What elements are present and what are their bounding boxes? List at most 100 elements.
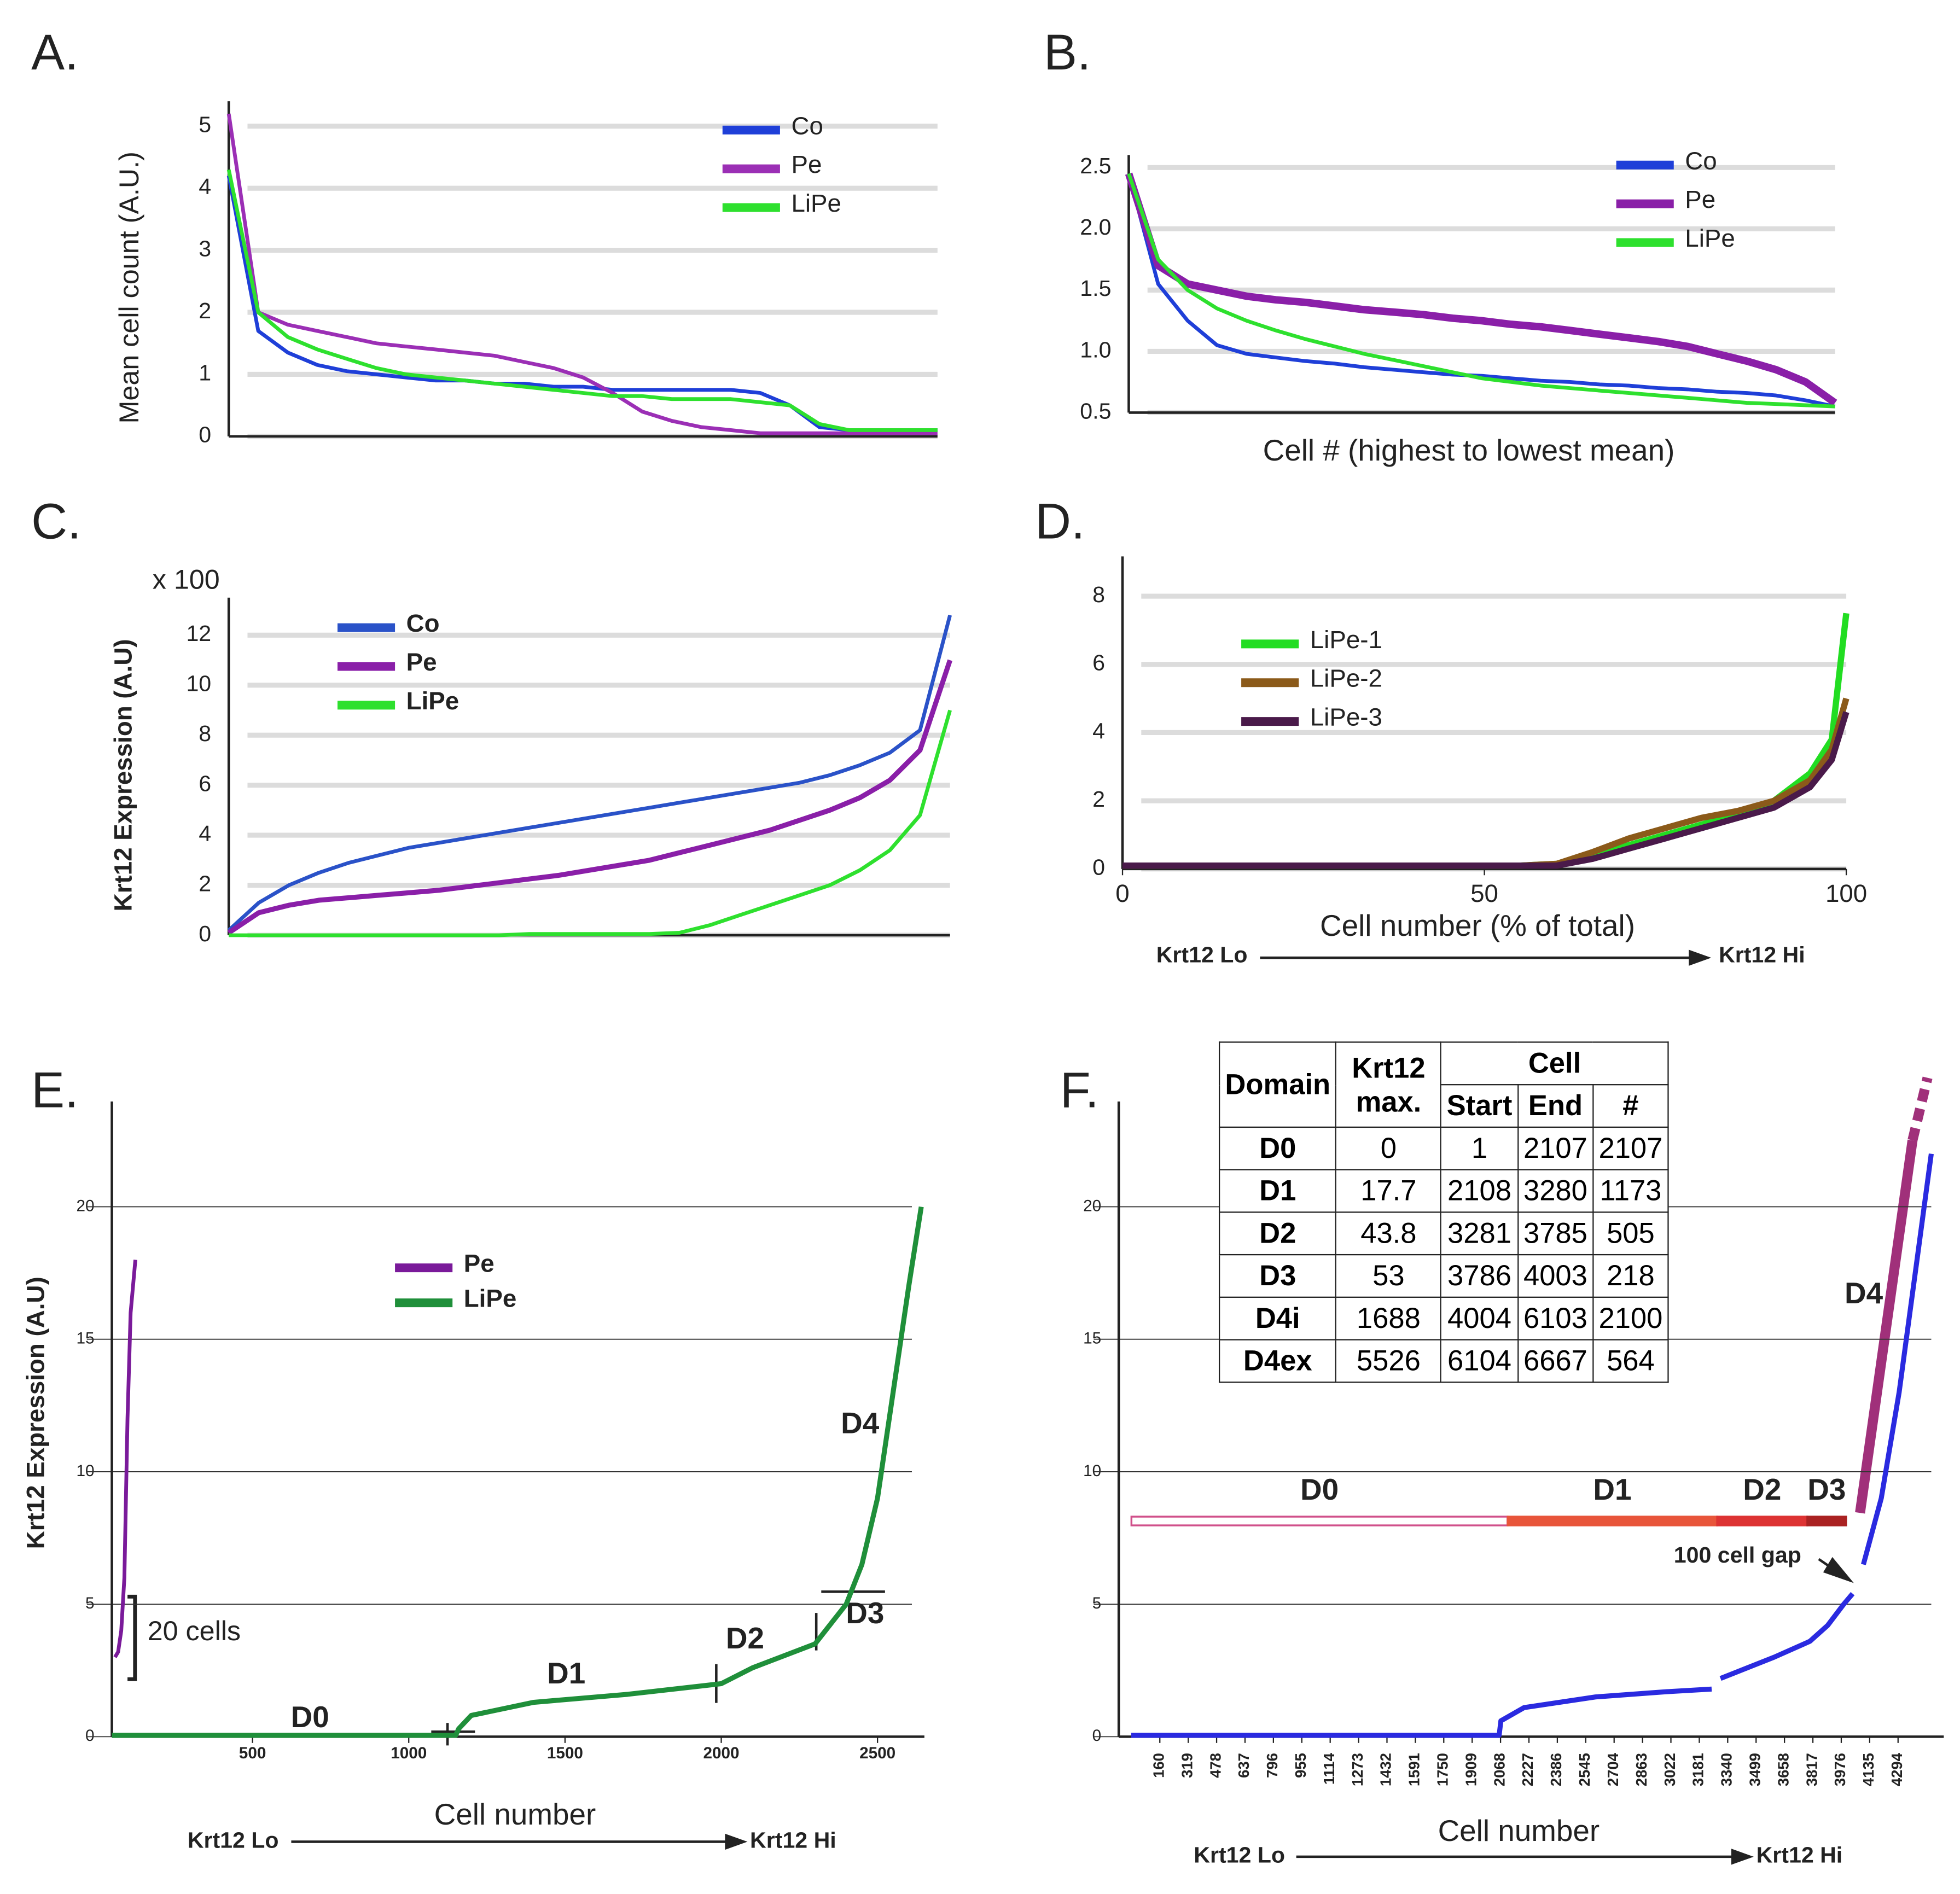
legend-label: Co xyxy=(406,609,440,637)
panel-label: A. xyxy=(31,25,78,80)
y-tick-label: 5 xyxy=(1092,1594,1102,1612)
table-cell: 53 xyxy=(1335,1254,1442,1298)
header-cell: Cell xyxy=(1440,1041,1669,1086)
table-row: D4i 1688 4004 6103 2100 xyxy=(1218,1296,1669,1341)
domain-bar xyxy=(1716,1516,1808,1526)
y-tick-label: 5 xyxy=(85,1594,95,1612)
y-tick-label: 15 xyxy=(1083,1330,1101,1348)
table-cell: 2107 xyxy=(1592,1126,1669,1170)
domain-label: D3 xyxy=(1807,1472,1846,1506)
table-cell: 0 xyxy=(1335,1126,1442,1170)
x-tick-label: 3499 xyxy=(1746,1753,1763,1786)
y-tick-label: 0 xyxy=(199,422,211,447)
y-tick-label: 3 xyxy=(199,236,211,261)
y-tick-label: 6 xyxy=(1092,650,1105,675)
x-tick-label: 3181 xyxy=(1690,1753,1707,1786)
x-tick-label: 1500 xyxy=(547,1744,583,1762)
series-line xyxy=(113,1260,137,1658)
legend-label: Pe xyxy=(791,150,822,178)
table-cell: 5526 xyxy=(1335,1339,1442,1383)
y-tick-label: 1.5 xyxy=(1080,276,1111,301)
y-axis-label: Krt12 Expression (A.U) xyxy=(109,639,137,911)
header-cell: Start xyxy=(1440,1084,1519,1128)
y-tick-label: 0 xyxy=(85,1727,95,1745)
table-cell: 3785 xyxy=(1517,1211,1594,1256)
x-tick-label: 1000 xyxy=(391,1744,427,1762)
y-axis-label: Mean cell count (A.U.) xyxy=(113,151,144,423)
x-tick-label: 100 xyxy=(1825,879,1867,907)
x-tick-label: 955 xyxy=(1292,1753,1309,1778)
y-tick-label: 4 xyxy=(1092,718,1105,743)
domain-label: D0 xyxy=(1300,1472,1339,1506)
x-tick-label: 478 xyxy=(1207,1753,1224,1778)
table-cell: D2 xyxy=(1218,1211,1337,1256)
series-line xyxy=(1127,173,1835,409)
x-tick-label: 0 xyxy=(1115,879,1129,907)
x-tick-label: 2000 xyxy=(703,1744,739,1762)
y-tick-label: 2 xyxy=(199,871,211,896)
x-tick-label: 2863 xyxy=(1633,1753,1650,1786)
x-tick-label: 4135 xyxy=(1860,1753,1877,1786)
x-tick-label: 2545 xyxy=(1576,1753,1593,1786)
arrow-head xyxy=(1689,949,1712,966)
series-line xyxy=(112,1206,924,1738)
legend-label: LiPe-3 xyxy=(1310,703,1382,731)
x-tick-label: 500 xyxy=(239,1744,266,1762)
annotation: D4 xyxy=(841,1406,880,1440)
y-tick-label: 6 xyxy=(199,771,211,796)
annotation: D4 xyxy=(1845,1276,1883,1310)
y-tick-label: 2 xyxy=(1092,786,1105,812)
table-cell: 6103 xyxy=(1517,1296,1594,1341)
x-axis-label: Cell number xyxy=(434,1797,596,1831)
series-line xyxy=(1123,711,1850,869)
header-cell: Domain xyxy=(1218,1041,1337,1128)
x-tick-label: 4294 xyxy=(1888,1752,1905,1786)
x-tick-label: 637 xyxy=(1235,1753,1252,1778)
table-row: D0 0 1 2107 2107 xyxy=(1218,1126,1669,1170)
x-axis-label: Cell # (highest to lowest mean) xyxy=(1263,433,1675,467)
series-line xyxy=(226,169,938,432)
series-line xyxy=(1131,1153,1934,1738)
legend-label: Co xyxy=(791,112,823,139)
y-tick-label: 20 xyxy=(76,1197,94,1215)
table-cell: 4004 xyxy=(1440,1296,1519,1341)
table-cell: 1173 xyxy=(1592,1169,1669,1213)
panel-label: C. xyxy=(31,493,81,549)
y-tick-label: 2.5 xyxy=(1080,153,1111,178)
series-line xyxy=(1125,172,1837,406)
table-cell: 3786 xyxy=(1440,1254,1519,1298)
table-cell: D1 xyxy=(1218,1169,1337,1213)
table-cell: 2100 xyxy=(1592,1296,1669,1341)
annotation: Krt12 Lo xyxy=(1156,942,1248,968)
y-tick-label: 12 xyxy=(186,621,211,646)
series-line xyxy=(226,113,938,435)
annotation: Krt12 Hi xyxy=(1719,942,1805,968)
legend-label: LiPe-2 xyxy=(1310,665,1382,692)
table-cell: D4i xyxy=(1218,1296,1337,1341)
y-tick-label: 8 xyxy=(1092,582,1105,607)
annotation: Krt12 Hi xyxy=(750,1827,836,1852)
y-tick-label: 15 xyxy=(76,1330,94,1348)
legend-label: Pe xyxy=(464,1250,495,1278)
domain-label: D2 xyxy=(1743,1472,1781,1506)
x-tick-label: 1750 xyxy=(1434,1753,1451,1786)
x-tick-label: 319 xyxy=(1178,1753,1195,1778)
legend-label: LiPe xyxy=(791,189,841,217)
legend-label: Pe xyxy=(1685,185,1715,213)
table-cell: 6104 xyxy=(1440,1339,1519,1383)
x-tick-label: 2500 xyxy=(859,1744,895,1762)
x-tick-label: 2227 xyxy=(1519,1753,1536,1786)
y-tick-label: 5 xyxy=(199,112,211,137)
y-tick-label: 4 xyxy=(199,174,211,199)
annotation: D0 xyxy=(291,1700,329,1734)
table-row: D4ex 5526 6104 6667 564 xyxy=(1218,1339,1669,1383)
x-tick-label: 2386 xyxy=(1548,1753,1564,1786)
panel: A. 0 1 2 3 4 5 Mean cell count (A.U.) Co Pe LiPe xyxy=(31,25,938,447)
domain-bar xyxy=(1507,1516,1718,1526)
x-tick-label: 2704 xyxy=(1604,1752,1621,1786)
legend-label: Pe xyxy=(406,648,437,676)
annotation: Krt12 Lo xyxy=(188,1827,279,1852)
x-axis-label: Cell number xyxy=(1438,1814,1600,1848)
